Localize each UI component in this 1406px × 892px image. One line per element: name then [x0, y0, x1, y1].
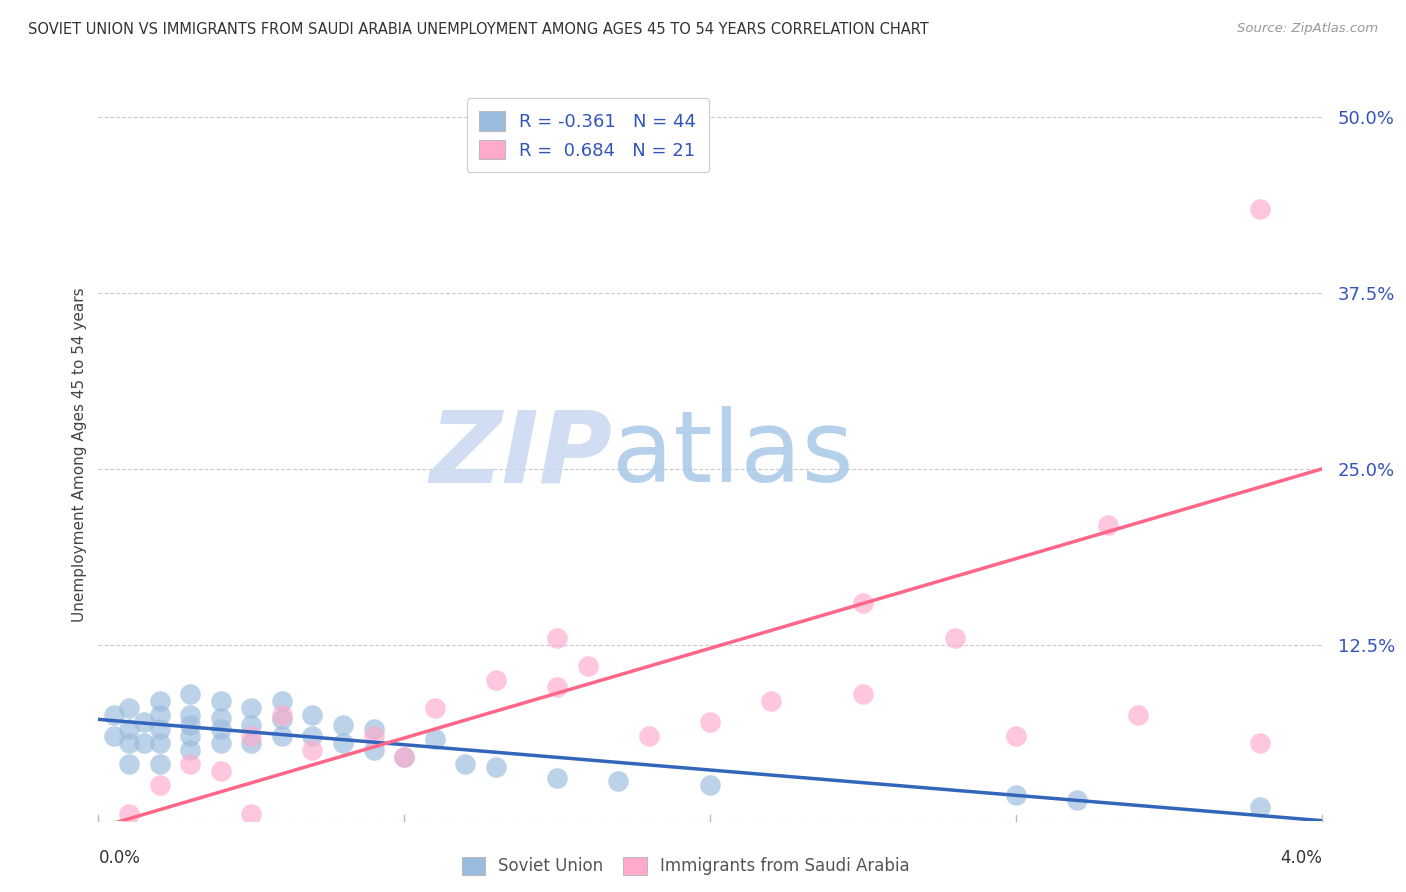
Point: [332, 718, 354, 732]
Point: [118, 806, 141, 821]
Point: [270, 712, 294, 726]
Point: [546, 772, 568, 786]
Point: [118, 757, 141, 772]
Point: [270, 729, 294, 743]
Point: [209, 711, 232, 725]
Point: [240, 806, 263, 821]
Point: [179, 687, 201, 701]
Point: [1004, 789, 1026, 803]
Point: [332, 736, 354, 750]
Point: [209, 764, 232, 779]
Point: [546, 631, 568, 645]
Point: [392, 750, 416, 764]
Point: [103, 729, 125, 743]
Point: [759, 694, 782, 708]
Text: ZIP: ZIP: [429, 407, 612, 503]
Point: [699, 779, 721, 793]
Point: [209, 694, 232, 708]
Point: [607, 774, 630, 789]
Point: [118, 723, 141, 737]
Point: [301, 708, 323, 723]
Point: [363, 743, 385, 757]
Legend: Soviet Union, Immigrants from Saudi Arabia: Soviet Union, Immigrants from Saudi Arab…: [451, 847, 920, 886]
Point: [179, 718, 201, 732]
Point: [423, 732, 446, 747]
Point: [546, 680, 568, 694]
Point: [852, 687, 875, 701]
Point: [209, 723, 232, 737]
Point: [485, 760, 508, 774]
Text: atlas: atlas: [612, 407, 853, 503]
Point: [240, 718, 263, 732]
Point: [423, 701, 446, 715]
Point: [637, 729, 661, 743]
Point: [1066, 792, 1088, 806]
Text: SOVIET UNION VS IMMIGRANTS FROM SAUDI ARABIA UNEMPLOYMENT AMONG AGES 45 TO 54 YE: SOVIET UNION VS IMMIGRANTS FROM SAUDI AR…: [28, 22, 929, 37]
Point: [179, 757, 201, 772]
Point: [1249, 736, 1271, 750]
Point: [1128, 708, 1150, 723]
Point: [1097, 518, 1119, 533]
Point: [1249, 202, 1271, 216]
Text: 0.0%: 0.0%: [98, 849, 141, 867]
Point: [149, 708, 172, 723]
Point: [852, 596, 875, 610]
Point: [301, 729, 323, 743]
Point: [485, 673, 508, 687]
Point: [363, 729, 385, 743]
Point: [118, 701, 141, 715]
Point: [179, 729, 201, 743]
Point: [149, 736, 172, 750]
Point: [1004, 729, 1026, 743]
Point: [103, 708, 125, 723]
Point: [454, 757, 477, 772]
Point: [134, 736, 156, 750]
Point: [209, 736, 232, 750]
Point: [240, 736, 263, 750]
Point: [576, 659, 599, 673]
Point: [270, 694, 294, 708]
Point: [149, 723, 172, 737]
Point: [149, 694, 172, 708]
Point: [134, 715, 156, 730]
Y-axis label: Unemployment Among Ages 45 to 54 years: Unemployment Among Ages 45 to 54 years: [72, 287, 87, 623]
Point: [240, 729, 263, 743]
Point: [270, 708, 294, 723]
Point: [392, 750, 416, 764]
Point: [699, 715, 721, 730]
Text: Source: ZipAtlas.com: Source: ZipAtlas.com: [1237, 22, 1378, 36]
Point: [118, 736, 141, 750]
Point: [240, 701, 263, 715]
Text: 4.0%: 4.0%: [1279, 849, 1322, 867]
Point: [179, 743, 201, 757]
Point: [943, 631, 966, 645]
Point: [149, 779, 172, 793]
Point: [149, 757, 172, 772]
Point: [301, 743, 323, 757]
Point: [1249, 799, 1271, 814]
Point: [179, 708, 201, 723]
Point: [363, 723, 385, 737]
